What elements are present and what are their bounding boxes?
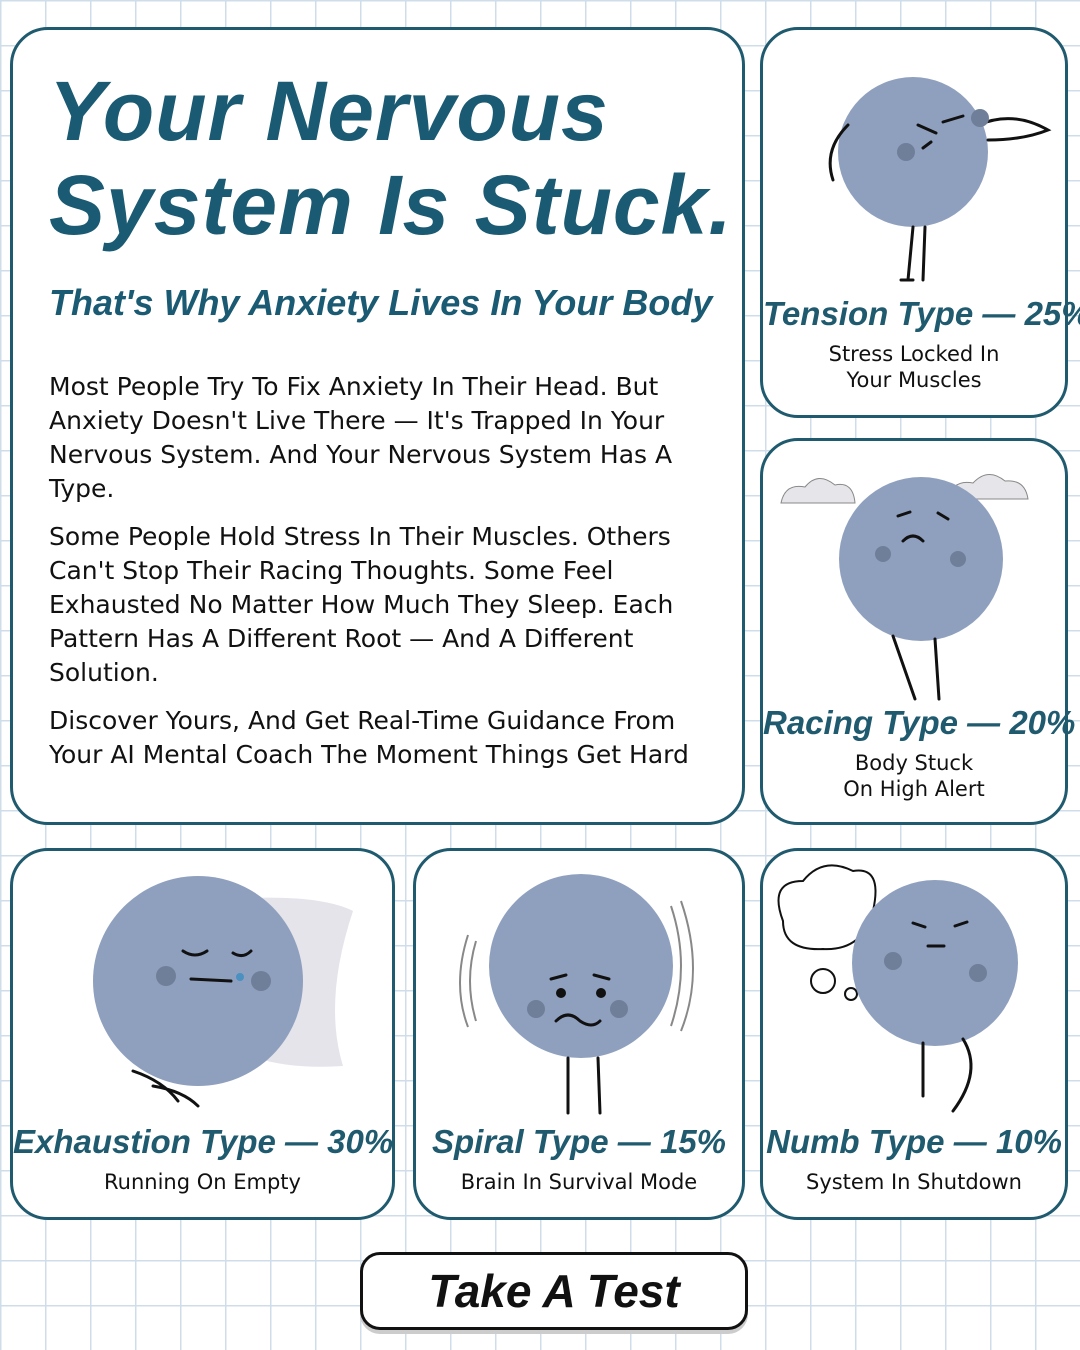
type-text: Exhaustion Type — 30% Running On Empty <box>13 1123 394 1195</box>
type-label: Numb Type — 10% <box>766 1123 1062 1160</box>
title: Your Nervous System Is Stuck. <box>49 64 733 252</box>
title-line: System Is Stuck. <box>49 158 733 252</box>
illustration <box>459 874 694 1115</box>
type-label: Racing Type — 20% <box>763 704 1076 741</box>
description-line: Stress Locked In <box>828 342 1000 366</box>
type-text: Racing Type — 20% Body Stuck On High Ale… <box>763 704 1076 802</box>
type-description: Brain In Survival Mode <box>416 1169 742 1195</box>
type-description: Stress Locked In Your Muscles <box>763 341 1065 393</box>
paragraph: Discover Yours, And Get Real-Time Guidan… <box>49 706 689 769</box>
type-description: Body Stuck On High Alert <box>763 750 1065 802</box>
subtitle: That's Why Anxiety Lives In Your Body <box>49 282 713 323</box>
type-card: Racing Type — 20% Body Stuck On High Ale… <box>760 438 1076 825</box>
type-label: Spiral Type — 15% <box>431 1123 727 1160</box>
description-line: Brain In Survival Mode <box>460 1170 698 1194</box>
type-label: Exhaustion Type — 30% <box>13 1123 394 1160</box>
type-card: Numb Type — 10% System In Shutdown <box>760 848 1068 1220</box>
description-line: Body Stuck <box>854 751 974 775</box>
type-card: Tension Type — 25% Stress Locked In Your… <box>760 27 1080 418</box>
type-card: Exhaustion Type — 30% Running On Empty <box>10 848 395 1220</box>
type-text: Tension Type — 25% Stress Locked In Your… <box>763 295 1080 393</box>
title-line: Your Nervous <box>49 64 609 158</box>
paragraph: Most People Try To Fix Anxiety In Their … <box>49 372 673 503</box>
illustration <box>828 77 1052 282</box>
take-test-button[interactable]: Take A Test <box>360 1252 748 1330</box>
description-line: Your Muscles <box>846 368 982 392</box>
type-label: Tension Type — 25% <box>763 295 1080 332</box>
paragraph: Some People Hold Stress In Their Muscles… <box>49 522 674 687</box>
type-description: Running On Empty <box>13 1169 392 1195</box>
illustration <box>780 474 1029 701</box>
description-line: On High Alert <box>843 777 985 801</box>
body-text: Most People Try To Fix Anxiety In Their … <box>49 370 719 786</box>
intro-card: Your Nervous System Is Stuck. That's Why… <box>10 27 745 825</box>
type-text: Spiral Type — 15% Brain In Survival Mode <box>416 1123 742 1195</box>
type-text: Numb Type — 10% System In Shutdown <box>763 1123 1065 1195</box>
description-line: Running On Empty <box>104 1170 301 1194</box>
type-description: System In Shutdown <box>763 1169 1065 1195</box>
illustration <box>93 876 353 1108</box>
type-card: Spiral Type — 15% Brain In Survival Mode <box>413 848 745 1220</box>
description-line: System In Shutdown <box>805 1170 1022 1194</box>
illustration <box>777 864 1018 1113</box>
